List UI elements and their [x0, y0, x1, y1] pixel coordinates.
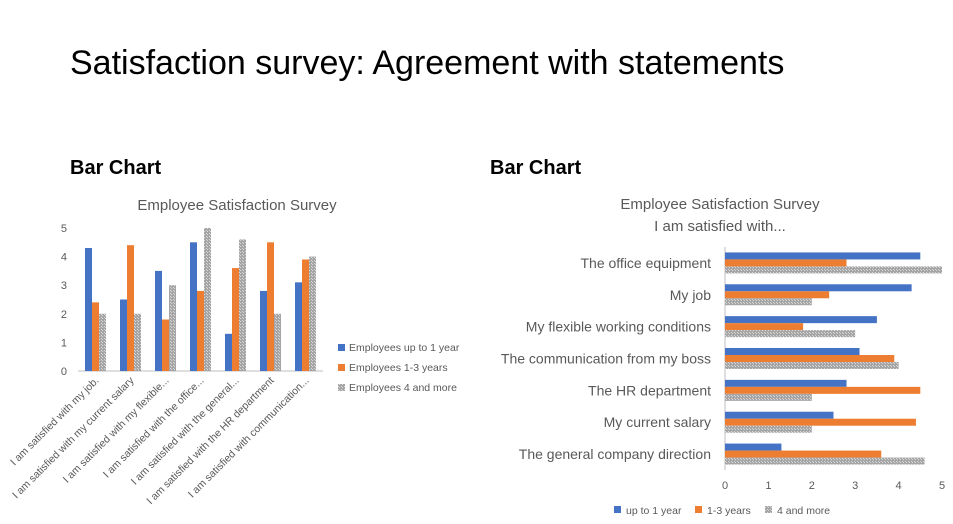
bar [725, 380, 847, 387]
bar [725, 252, 920, 259]
y-category-label: The HR department [588, 382, 711, 398]
bar [725, 394, 812, 401]
bar [725, 387, 920, 394]
bar [725, 323, 803, 330]
legend-label: 4 and more [777, 505, 830, 517]
bar [725, 444, 781, 451]
legend-swatch [695, 506, 702, 513]
x-tick-label: 3 [852, 480, 858, 492]
x-tick-label: 1 [765, 480, 771, 492]
y-category-label: The general company direction [519, 446, 711, 462]
legend-swatch [614, 506, 621, 513]
bar [725, 362, 899, 369]
bar [725, 298, 812, 305]
bar [725, 259, 847, 266]
right-chart-subtitle: I am satisfied with... [654, 218, 786, 235]
legend-label: up to 1 year [626, 505, 682, 517]
y-category-label: My current salary [604, 414, 711, 430]
right-chart-title: Employee Satisfaction Survey [620, 196, 820, 213]
x-tick-label: 2 [809, 480, 815, 492]
y-category-label: The communication from my boss [501, 351, 711, 367]
bar [725, 284, 912, 291]
bar [725, 330, 855, 337]
x-tick-label: 5 [939, 480, 945, 492]
legend-label: 1-3 years [707, 505, 751, 517]
x-tick-label: 4 [896, 480, 902, 492]
bar [725, 426, 812, 433]
x-tick-label: 0 [722, 480, 728, 492]
bar [725, 451, 881, 458]
bar [725, 419, 916, 426]
bar [725, 412, 834, 419]
bar [725, 291, 829, 298]
bar [725, 355, 894, 362]
y-category-label: The office equipment [581, 255, 712, 271]
bar [725, 316, 877, 323]
bar [725, 458, 925, 465]
y-category-label: My flexible working conditions [526, 319, 711, 335]
y-category-label: My job [670, 287, 711, 303]
legend-swatch [765, 506, 772, 513]
bar [725, 266, 942, 273]
bar [725, 348, 860, 355]
